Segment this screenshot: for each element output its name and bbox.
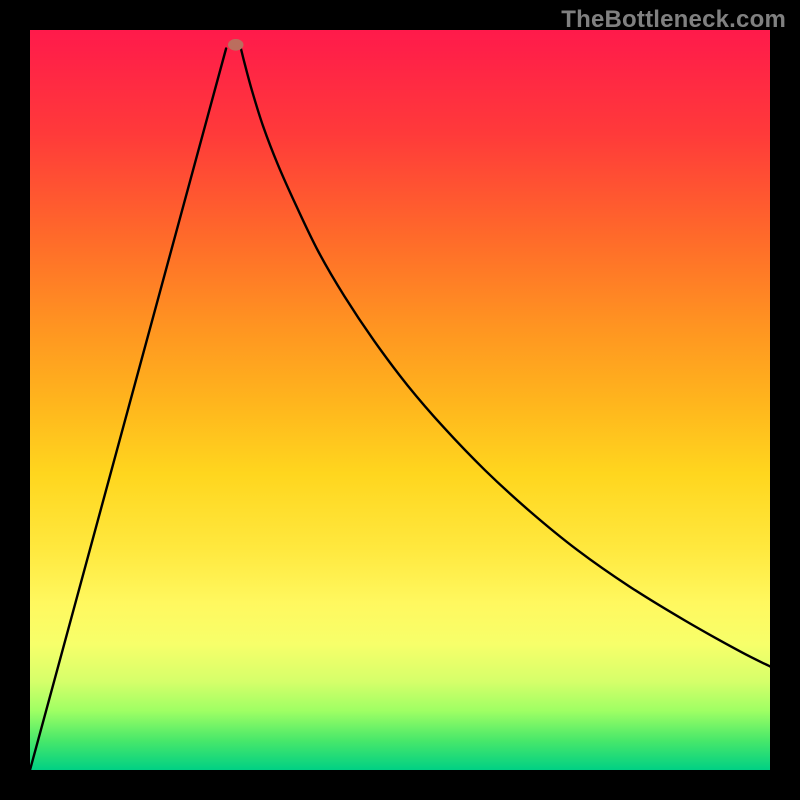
gradient-background xyxy=(30,30,770,770)
plot-area xyxy=(30,30,770,770)
chart-frame: TheBottleneck.com xyxy=(0,0,800,800)
minimum-marker xyxy=(228,39,244,51)
curve-plot xyxy=(30,30,770,770)
